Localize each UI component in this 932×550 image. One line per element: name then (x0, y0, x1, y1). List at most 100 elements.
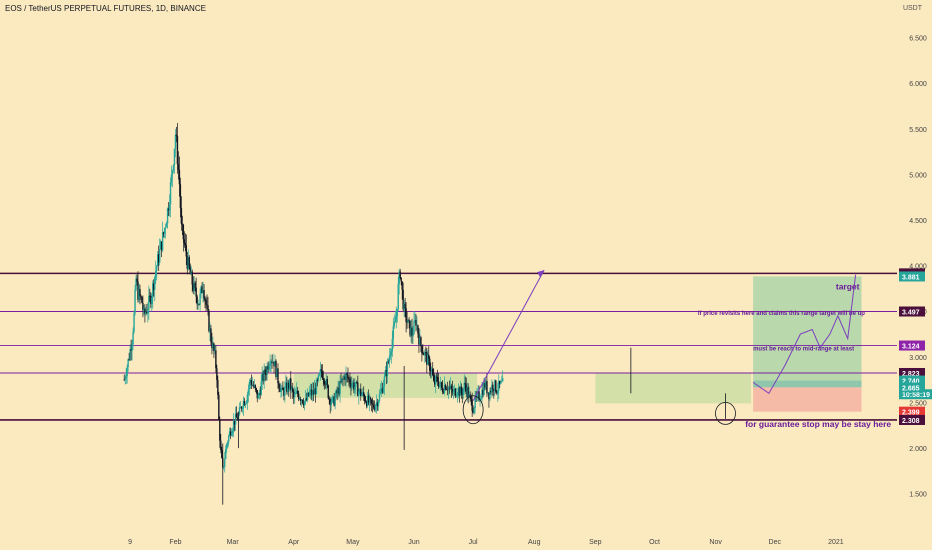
candle-body (148, 295, 150, 311)
candle-body (293, 391, 295, 398)
candle-body (256, 390, 258, 399)
candle-body (311, 390, 314, 396)
candle-body (393, 322, 395, 327)
candle-body (384, 370, 387, 377)
candle-body (218, 394, 220, 420)
candle-body (268, 365, 270, 370)
candle-body (141, 297, 143, 303)
candle-body (375, 402, 378, 406)
price-label-box (899, 306, 925, 317)
candle-body (491, 384, 493, 393)
price-label-box (899, 271, 925, 282)
candle-body (230, 433, 233, 436)
candle-body (388, 356, 391, 362)
candle-body (475, 396, 477, 398)
trend-arrow-head (537, 270, 545, 278)
candle-body (303, 401, 306, 406)
candle-body (235, 413, 238, 418)
candle-body (150, 295, 152, 305)
y-tick-label: 3.000 (909, 355, 927, 362)
candle-body (309, 389, 312, 392)
candle-body (127, 359, 129, 368)
candle-body (317, 375, 320, 381)
candle-body (125, 376, 127, 379)
candle-body (432, 368, 434, 376)
candle-body (353, 382, 355, 390)
candle-body (383, 376, 386, 387)
x-tick-label: Dec (769, 539, 782, 546)
candle-body (419, 337, 421, 345)
candle-body (483, 383, 485, 395)
candle-body (431, 368, 433, 372)
candle-body (270, 361, 272, 364)
candle-body (232, 420, 235, 431)
candle-body (444, 385, 447, 390)
candle-body (481, 389, 483, 399)
candle-body (144, 308, 146, 314)
stop-zone (753, 387, 862, 412)
candle-body (269, 363, 271, 366)
x-axis[interactable]: 9 Feb Mar Apr May Jun Jul Aug Sep Oct Nov Dec 2021 (128, 539, 844, 546)
candle-body (423, 353, 425, 356)
annotation-0: target (836, 281, 860, 291)
candle-body (434, 376, 437, 385)
candle-body (392, 326, 395, 339)
candle-body (502, 378, 504, 382)
candle-body (499, 380, 501, 384)
price-label-text: 2.308 (902, 418, 920, 425)
y-tick-label: 1.500 (909, 492, 927, 499)
x-tick-label: Mar (227, 539, 240, 546)
candle-body (132, 331, 134, 345)
price-label-box (899, 389, 932, 400)
candle-body (277, 368, 279, 384)
candle-body (177, 164, 180, 170)
candle-body (399, 271, 401, 278)
candle-body (364, 401, 367, 403)
candle-body (134, 289, 136, 314)
candle-body (213, 343, 215, 352)
candle-body (394, 321, 396, 323)
candle-body (436, 377, 439, 382)
candle-body (367, 395, 370, 403)
candle-body (301, 399, 304, 404)
candle-body (342, 378, 344, 380)
candle-body (397, 283, 399, 309)
candle-body (219, 419, 221, 441)
horizontal-levels-layer (0, 272, 897, 421)
target-zone (753, 276, 862, 381)
candle-body (500, 381, 502, 384)
candle-body (372, 404, 375, 408)
candle-body (180, 207, 183, 224)
candle-body (320, 369, 323, 371)
candle-body (207, 305, 209, 312)
candle-body (221, 449, 223, 458)
candle-body (461, 393, 464, 396)
entry-zone (753, 380, 862, 388)
x-tick-label: May (346, 539, 360, 546)
candle-body (427, 354, 429, 365)
price-labels-layer: 3.9153.8813.4973.1242.8232.74010:58:192.… (899, 268, 932, 425)
candle-body (453, 388, 456, 391)
candle-body (255, 388, 257, 391)
candle-body (488, 392, 490, 400)
candle-body (253, 385, 256, 387)
price-label-text: 3.881 (902, 274, 920, 281)
candle-body (226, 443, 228, 450)
candle-body (420, 337, 422, 346)
candle-body (391, 338, 394, 352)
price-label-box (899, 367, 925, 378)
candle-body (485, 381, 487, 388)
candle-body (454, 388, 457, 397)
candle-body (278, 383, 280, 389)
candle-body (140, 295, 142, 298)
candle-body (135, 278, 137, 290)
candle-body (157, 254, 160, 263)
candle-body (365, 402, 368, 407)
candle-body (242, 400, 245, 408)
candle-body (179, 184, 182, 208)
candle-body (439, 382, 442, 385)
candle-body (138, 289, 140, 300)
candle-body (299, 398, 302, 401)
candle-body (316, 380, 319, 382)
